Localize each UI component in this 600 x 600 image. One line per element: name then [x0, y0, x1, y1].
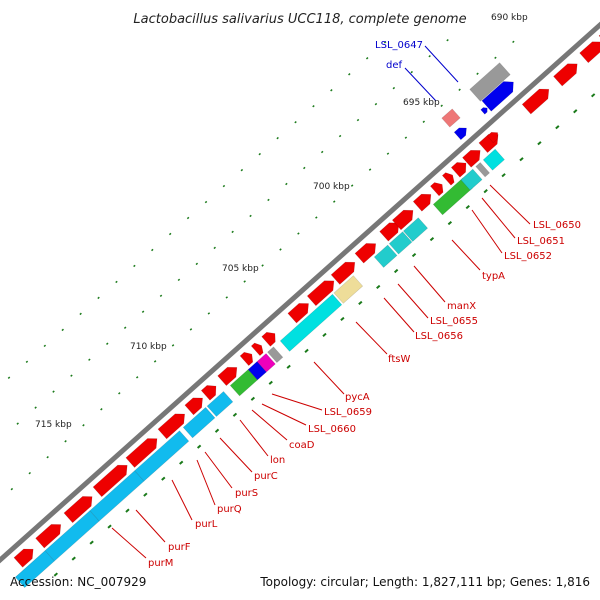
- cds-forward-20[interactable]: [441, 170, 457, 186]
- label-LSL_0647[interactable]: LSL_0647: [375, 40, 423, 51]
- ruler-label-705: 705 kbp: [222, 264, 259, 274]
- cds-forward-2[interactable]: [63, 492, 97, 524]
- label-lon[interactable]: lon: [270, 455, 285, 466]
- cds-forward-9[interactable]: [239, 349, 256, 367]
- cds-LSL_0647-gray[interactable]: [469, 62, 511, 102]
- label-def[interactable]: def: [386, 60, 403, 71]
- map-title: Lactobacillus salivarius UCC118, complet…: [133, 12, 466, 27]
- label-coaD[interactable]: coaD: [289, 440, 315, 451]
- cog-block-7[interactable]: [247, 361, 267, 381]
- label-purM[interactable]: purM: [148, 558, 173, 569]
- cds-tiny-blue[interactable]: [480, 106, 489, 115]
- gene-labels: LSL_0647 def LSL_0650 LSL_0651 LSL_0652 …: [111, 40, 581, 569]
- cds-forward-13[interactable]: [306, 276, 338, 307]
- ruler-label-695: 695 kbp: [403, 98, 440, 108]
- cds-forward-21[interactable]: [450, 158, 470, 178]
- label-purF[interactable]: purF: [168, 542, 191, 553]
- ruler-label-715: 715 kbp: [35, 420, 72, 430]
- cds-forward-11[interactable]: [261, 329, 280, 347]
- cog-block-17[interactable]: [475, 162, 490, 178]
- cds-forward-12[interactable]: [287, 299, 313, 324]
- cog-block-5[interactable]: [206, 391, 234, 417]
- cog-block-0[interactable]: [14, 550, 55, 589]
- cds-small-red[interactable]: [486, 129, 500, 144]
- label-LSL_0656[interactable]: LSL_0656: [415, 331, 463, 342]
- cog-block-10[interactable]: [279, 293, 343, 352]
- cog-block-11[interactable]: [333, 275, 364, 304]
- cds-forward-10[interactable]: [250, 341, 266, 357]
- cds-forward-5[interactable]: [157, 409, 189, 440]
- cog-block-13[interactable]: [388, 231, 413, 255]
- label-LSL_0651[interactable]: LSL_0651: [517, 236, 565, 247]
- genome-summary-text: Topology: circular; Length: 1,827,111 bp…: [259, 575, 590, 589]
- cog-block-1[interactable]: [44, 510, 100, 562]
- ruler-tick-marks: [7, 38, 596, 577]
- label-LSL_0659[interactable]: LSL_0659: [324, 407, 372, 418]
- rna-feature[interactable]: [441, 108, 461, 128]
- ruler-label-700: 700 kbp: [313, 182, 350, 192]
- cds-forward-14[interactable]: [330, 257, 359, 285]
- cds-forward-24[interactable]: [521, 84, 553, 115]
- label-LSL_0655[interactable]: LSL_0655: [430, 316, 478, 327]
- cog-block-3[interactable]: [134, 430, 190, 482]
- cog-block-16[interactable]: [460, 168, 483, 191]
- cds-forward-19[interactable]: [429, 180, 446, 197]
- cds-forward-25[interactable]: [553, 59, 582, 87]
- cds-forward-6[interactable]: [184, 393, 207, 416]
- label-purQ[interactable]: purQ: [217, 504, 242, 515]
- cds-forward-0[interactable]: [13, 544, 38, 568]
- accession-text: Accession: NC_007929: [10, 575, 146, 589]
- cds-forward-16[interactable]: [379, 218, 404, 242]
- label-purC[interactable]: purC: [254, 471, 278, 482]
- cds-forward-8[interactable]: [217, 363, 242, 387]
- ruler-label-690: 690 kbp: [491, 13, 528, 23]
- cds-small-blue[interactable]: [453, 124, 470, 141]
- cds-forward-7[interactable]: [200, 381, 220, 401]
- cog-block-8[interactable]: [256, 353, 276, 373]
- label-typA[interactable]: typA: [482, 271, 505, 282]
- cds-forward-3[interactable]: [92, 460, 132, 498]
- label-pycA[interactable]: pycA: [345, 392, 370, 403]
- genome-backbone: [0, 21, 600, 564]
- cds-def-blue[interactable]: [481, 77, 518, 112]
- label-LSL_0650[interactable]: LSL_0650: [533, 220, 581, 231]
- cds-forward-15[interactable]: [354, 239, 380, 264]
- cds-forward-4[interactable]: [125, 434, 162, 468]
- label-ftsW[interactable]: ftsW: [388, 354, 410, 365]
- label-LSL_0660[interactable]: LSL_0660: [308, 424, 356, 435]
- cds-forward-17[interactable]: [391, 205, 417, 231]
- ruler-label-710: 710 kbp: [130, 342, 167, 352]
- label-LSL_0652[interactable]: LSL_0652: [504, 251, 552, 262]
- cog-block-18[interactable]: [482, 148, 505, 171]
- feature-tracks: [13, 24, 600, 589]
- cds-forward-26[interactable]: [579, 37, 600, 64]
- cog-block-9[interactable]: [267, 346, 284, 364]
- cds-forward-22[interactable]: [462, 146, 484, 168]
- label-manX[interactable]: manX: [447, 301, 476, 312]
- ruler-labels: 690 kbp 695 kbp 700 kbp 705 kbp 710 kbp …: [35, 13, 528, 430]
- cds-forward-18[interactable]: [412, 190, 435, 212]
- label-purS[interactable]: purS: [235, 488, 258, 499]
- cog-block-12[interactable]: [373, 244, 398, 268]
- cog-block-4[interactable]: [182, 407, 216, 439]
- label-purL[interactable]: purL: [195, 519, 218, 530]
- cds-forward-1[interactable]: [35, 520, 66, 549]
- cog-block-14[interactable]: [402, 217, 429, 242]
